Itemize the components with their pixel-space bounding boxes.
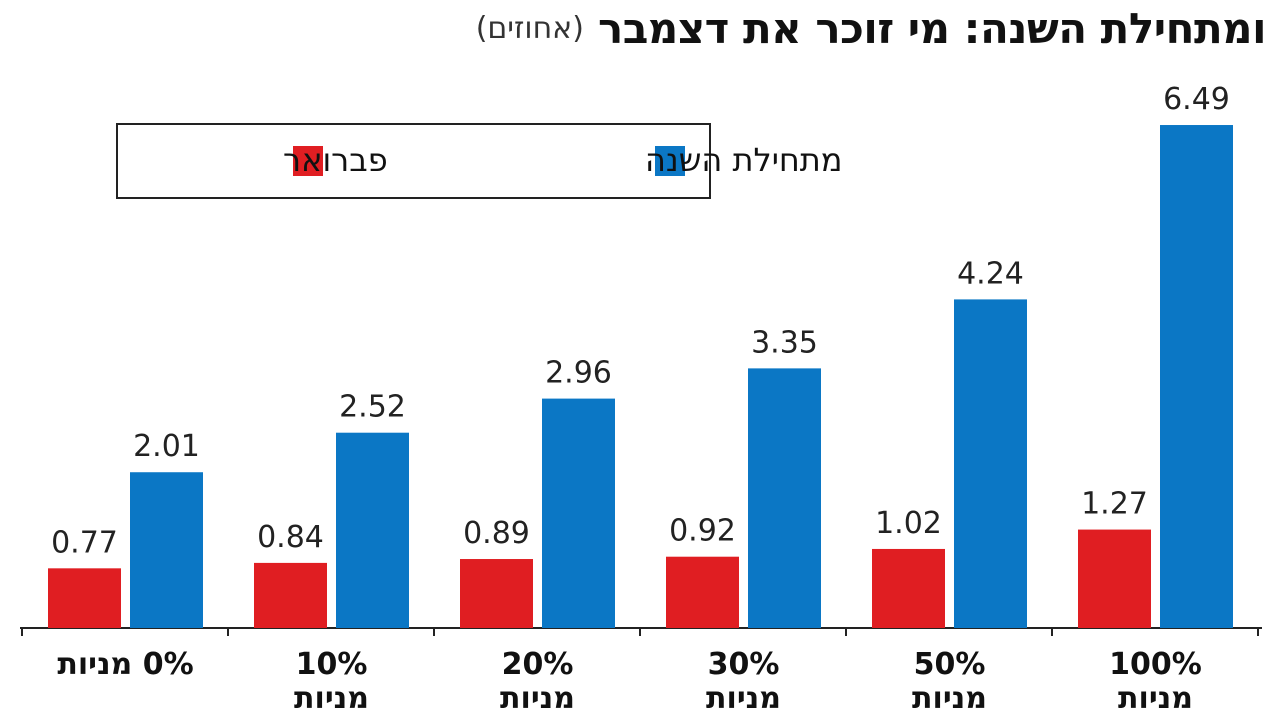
bar [666, 556, 739, 628]
x-tick-label: 0% מניות [57, 647, 194, 682]
title-row: ומתחילת השנה: מי זוכר את דצמבר (אחוזים) [475, 0, 1267, 56]
legend-swatch [293, 146, 323, 176]
value-label: 2.96 [545, 356, 612, 391]
value-label: 2.01 [133, 429, 200, 464]
legend-box [116, 123, 711, 199]
value-label: 2.52 [339, 390, 406, 425]
legend: פברואר מתחילת השנה [116, 123, 843, 199]
value-label: 1.02 [875, 506, 942, 541]
bar [130, 472, 203, 628]
bar [954, 299, 1027, 628]
x-tick-label: 10% מניות [294, 647, 369, 716]
value-label: 4.24 [957, 256, 1024, 291]
bar [336, 432, 409, 628]
value-label: 1.27 [1081, 487, 1148, 522]
bar [254, 562, 327, 628]
x-tick-label: 30% מניות [706, 647, 781, 716]
legend-label: מתחילת השנה [645, 141, 843, 179]
bar [748, 368, 821, 628]
legend-swatch [655, 146, 685, 176]
bar [460, 559, 533, 628]
legend-label: פברואר [283, 141, 388, 179]
bar [542, 398, 615, 628]
bar [1078, 529, 1151, 628]
bar [872, 548, 945, 628]
bar [48, 568, 121, 628]
x-tick-label: 100% מניות [1109, 647, 1202, 716]
chart-subtitle: (אחוזים) [475, 10, 584, 46]
value-label: 0.89 [463, 516, 530, 551]
chart-title: ומתחילת השנה: מי זוכר את דצמבר [597, 3, 1267, 53]
value-label: 0.92 [669, 514, 736, 549]
x-tick-label: 50% מניות [912, 647, 987, 716]
value-label: 6.49 [1163, 82, 1230, 117]
value-label: 0.77 [51, 525, 118, 560]
x-tick-label: 20% מניות [500, 647, 575, 716]
value-label: 3.35 [751, 325, 818, 360]
value-label: 0.84 [257, 520, 324, 555]
bar [1160, 125, 1233, 629]
